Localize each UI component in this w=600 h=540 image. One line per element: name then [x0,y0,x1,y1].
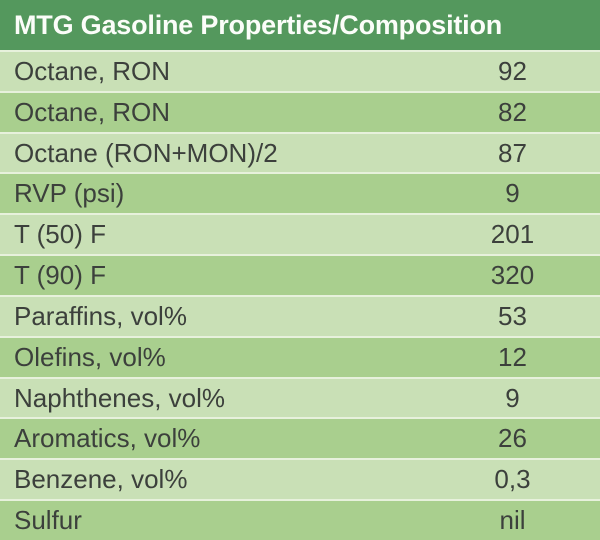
property-cell: Octane, RON [14,96,171,127]
table-row: T (90) F 320 [0,254,600,295]
value-cell: nil [499,505,526,536]
property-cell: Naphthenes, vol% [14,382,226,413]
property-cell: Benzene, vol% [14,464,188,495]
value-cell: 87 [498,137,527,168]
property-cell: Olefins, vol% [14,341,166,372]
table-row: Benzene, vol% 0,3 [0,458,600,500]
table-row: Sulfur nil [0,499,600,540]
property-cell: Aromatics, vol% [14,423,201,454]
table-title: MTG Gasoline Properties/Composition [14,9,503,40]
value-cell: 9 [505,382,520,413]
table-row: Octane, RON 92 [0,50,600,91]
table-row: Octane, RON 82 [0,90,600,132]
value-cell: 320 [490,260,535,291]
property-cell: Paraffins, vol% [14,300,187,331]
table-row: Olefins, vol% 12 [0,335,600,377]
property-cell: Sulfur [14,505,82,536]
property-cell: T (50) F [14,219,106,250]
value-cell: 0,3 [494,464,531,495]
value-cell: 9 [505,178,520,209]
property-cell: T (90) F [14,260,106,291]
table-row: Paraffins, vol% 53 [0,294,600,336]
value-cell: 26 [498,423,527,454]
table-body: Octane, RON 92 Octane, RON 82 Octane (RO… [0,50,600,540]
value-cell: 201 [490,219,535,250]
table-row: Aromatics, vol% 26 [0,417,600,459]
table-row: Octane (RON+MON)/2 87 [0,131,600,173]
value-cell: 12 [498,341,527,372]
property-cell: RVP (psi) [14,178,125,209]
table-row: Naphthenes, vol% 9 [0,376,600,418]
value-cell: 82 [498,96,527,127]
property-cell: Octane (RON+MON)/2 [14,137,278,168]
table-row: T (50) F 201 [0,213,600,255]
table-row: RVP (psi) 9 [0,172,600,214]
value-cell: 53 [498,300,527,331]
property-cell: Octane, RON [14,55,171,86]
value-cell: 92 [498,55,527,86]
table-title-bar: MTG Gasoline Properties/Composition [0,0,600,50]
